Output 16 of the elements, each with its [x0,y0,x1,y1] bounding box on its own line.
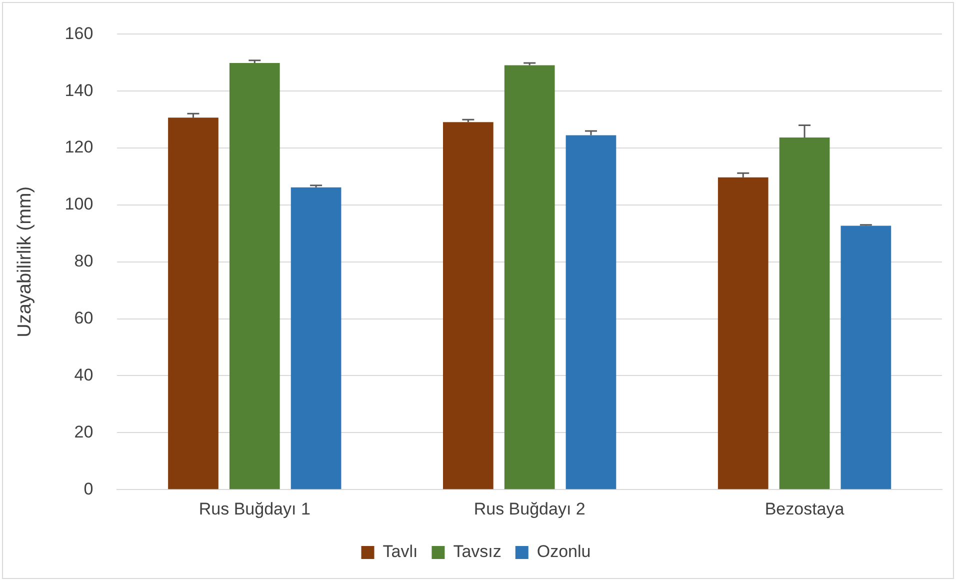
y-tick-label: 60 [74,308,94,328]
y-tick-label: 120 [64,138,94,157]
legend-label: Tavsız [453,542,502,562]
legend-label: Tavlı [382,542,418,562]
y-tick-label: 40 [74,365,94,384]
y-tick-label: 160 [64,24,94,43]
x-tick-label: Rus Buğdayı 1 [198,499,310,518]
x-tick-label: Bezostaya [764,499,845,518]
y-tick-label: 140 [64,80,94,100]
y-axis-title: Uzayabilirlik (mm) [14,186,36,338]
x-tick-label: Rus Buğdayı 2 [474,499,586,518]
y-tick-label: 0 [84,479,94,498]
y-tick-label: 100 [64,194,94,214]
y-tick-label: 20 [74,422,94,442]
y-tick-label: 80 [74,252,94,271]
legend-label: Ozonlu [536,542,591,562]
